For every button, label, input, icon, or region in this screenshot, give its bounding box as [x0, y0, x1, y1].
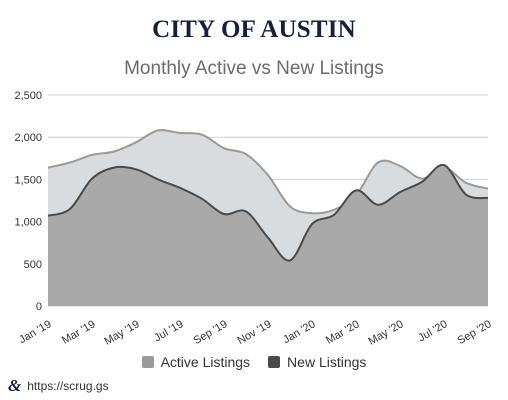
- footer-link[interactable]: https://scrug.gs: [27, 379, 109, 393]
- page-title: CITY OF AUSTIN: [152, 16, 356, 43]
- y-tick-label: 500: [24, 259, 42, 271]
- legend: Active Listings New Listings: [0, 354, 508, 370]
- y-tick-label: 0: [36, 301, 42, 313]
- x-tick-label: May '20: [366, 318, 405, 347]
- footer: & https://scrug.gs: [8, 376, 109, 396]
- legend-item-active[interactable]: Active Listings: [141, 354, 251, 370]
- x-tick-label: Mar '20: [324, 318, 361, 347]
- x-tick-label: Mar '19: [60, 318, 97, 347]
- x-tick-label: Sep '20: [455, 318, 493, 347]
- x-tick-label: May '19: [102, 318, 141, 347]
- x-tick-label: Sep '19: [191, 318, 229, 347]
- series-new-listings-line: [47, 164, 489, 262]
- legend-swatch-new: [268, 356, 281, 368]
- y-tick-label: 1,500: [14, 174, 42, 186]
- series-active-listings-line: [47, 129, 489, 215]
- y-tick-label: 1,000: [14, 217, 42, 229]
- x-axis: Jan '19 Mar '19 May '19 Jul '19 Sep '19 Nov '…: [17, 318, 493, 347]
- legend-label-active: Active Listings: [160, 354, 251, 370]
- series-new-listings-area: [48, 164, 488, 306]
- legend-label-new: New Listings: [287, 354, 367, 370]
- x-tick-label: Jul '19: [152, 318, 185, 344]
- chart-title: Monthly Active vs New Listings: [124, 58, 384, 79]
- legend-swatch-active: [141, 356, 154, 368]
- x-tick-label: Jan '19: [17, 318, 53, 346]
- series-areas: [47, 129, 489, 306]
- x-tick-label: Jul '20: [416, 318, 449, 344]
- x-tick-label: Nov '19: [235, 318, 273, 347]
- x-tick-label: Jan '20: [281, 318, 317, 346]
- legend-item-new[interactable]: New Listings: [268, 354, 366, 370]
- y-tick-label: 2,000: [14, 132, 42, 144]
- y-axis: 0 500 1,000 1,500 2,000 2,500: [14, 90, 42, 313]
- y-tick-label: 2,500: [14, 90, 42, 102]
- ampersand-logo-icon: &: [8, 376, 22, 395]
